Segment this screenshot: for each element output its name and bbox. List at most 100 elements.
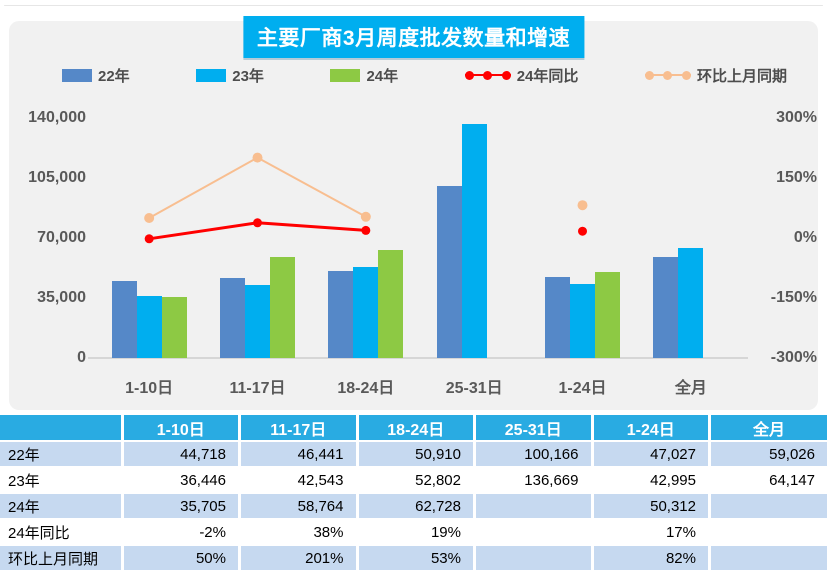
table-cell — [474, 519, 594, 546]
legend-label: 24年同比 — [516, 67, 579, 85]
bar-24年 — [595, 271, 620, 358]
left-axis-tick: 70,000 — [37, 229, 86, 246]
table-cell: 50,910 — [357, 441, 476, 468]
table-row-label: 23年 — [0, 467, 124, 494]
left-axis-tick: 35,000 — [37, 289, 86, 306]
left-axis-tick: 0 — [77, 349, 86, 366]
legend-item-4: 环比上月同期 — [644, 65, 787, 86]
bar-23年 — [245, 285, 270, 358]
bar-23年 — [678, 248, 704, 358]
legend-item-1: 23年 — [196, 65, 264, 86]
table-cell: 46,441 — [239, 441, 359, 468]
table-header-cell: 1-10日 — [122, 415, 241, 442]
table-cell: 36,446 — [122, 467, 241, 494]
top-divider — [4, 5, 823, 6]
x-axis-label: 1-10日 — [125, 380, 174, 397]
table-cell — [474, 545, 594, 572]
legend-swatch-icon — [330, 68, 361, 82]
left-axis-tick: 105,000 — [28, 169, 86, 186]
table-cell: 52,802 — [357, 467, 476, 494]
table-cell — [709, 493, 827, 520]
table-cell: 44,718 — [122, 441, 241, 468]
right-axis-tick: -150% — [770, 289, 817, 306]
table-row: 24年 35,705 58,764 62,728 50,312 — [0, 493, 827, 520]
chart-title: 主要厂商3月周度批发数量和增速 — [242, 16, 585, 58]
table-cell: 201% — [239, 545, 359, 572]
x-axis-line — [88, 357, 748, 359]
table-cell: 64,147 — [709, 467, 827, 494]
table-cell: 47,027 — [592, 441, 711, 468]
table-cell — [474, 493, 594, 520]
legend-line-icon — [644, 70, 691, 80]
table-cell: 42,995 — [592, 467, 711, 494]
data-table: 1-10日 11-17日 18-24日 25-31日 1-24日 全月 22年 44,718… — [0, 415, 827, 572]
table-cell: 62,728 — [357, 493, 476, 520]
table-row-label: 环比上月同期 — [0, 545, 124, 572]
table-row: 24年同比 -2% 38% 19% 17% — [0, 519, 827, 546]
table-header: 1-10日 11-17日 18-24日 25-31日 1-24日 全月 — [0, 415, 827, 442]
bar-24年 — [161, 296, 187, 358]
bar-23年 — [461, 123, 487, 358]
x-axis-label: 18-24日 — [337, 380, 395, 397]
table-cell: 136,669 — [474, 467, 594, 494]
table-cell: 42,543 — [239, 467, 359, 494]
legend-label: 24年 — [366, 67, 399, 85]
table-row: 环比上月同期 50% 201% 53% 82% — [0, 545, 827, 572]
x-axis-label: 25-31日 — [445, 380, 503, 397]
table-header-cell: 18-24日 — [357, 415, 476, 442]
table-cell — [709, 519, 827, 546]
bar-22年 — [220, 278, 245, 358]
table-row: 23年 36,446 42,543 52,802 136,669 42,995 64,147 — [0, 467, 827, 494]
legend-item-3: 24年同比 — [464, 65, 579, 86]
table-cell: 38% — [239, 519, 359, 546]
table-header-cell: 1-24日 — [592, 415, 711, 442]
legend-label: 环比上月同期 — [696, 67, 787, 85]
legend-item-0: 22年 — [62, 65, 130, 86]
bar-22年 — [653, 256, 679, 358]
legend-line-icon — [464, 70, 511, 80]
bar-22年 — [545, 277, 570, 358]
right-axis-tick: 300% — [776, 109, 817, 126]
table-cell: 82% — [592, 545, 711, 572]
legend-label: 23年 — [232, 67, 264, 85]
table-body: 22年 44,718 46,441 50,910 100,166 47,027 59,026… — [0, 441, 827, 572]
table-header-cell: 全月 — [709, 415, 827, 442]
table-cell: 50% — [122, 545, 241, 572]
bar-24年 — [378, 250, 404, 358]
table-cell: 19% — [357, 519, 476, 546]
right-axis-tick: 0% — [793, 229, 817, 246]
legend-label: 22年 — [98, 67, 130, 85]
bar-22年 — [111, 281, 137, 358]
table-cell: 59,026 — [709, 441, 827, 468]
table-header-cell: 11-17日 — [239, 415, 359, 442]
table-row-label: 22年 — [0, 441, 124, 468]
right-axis-tick: -300% — [770, 349, 817, 366]
table-row-label: 24年 — [0, 493, 124, 520]
bar-23年 — [136, 295, 162, 358]
table-cell — [709, 545, 827, 572]
right-axis-tick: 150% — [776, 169, 817, 186]
x-axis-label: 1-24日 — [558, 380, 607, 397]
chart-legend: 22年 23年 24年 24年同比 环比上月同期 — [62, 63, 787, 87]
x-axis-label: 全月 — [674, 380, 707, 397]
legend-item-2: 24年 — [330, 65, 398, 86]
table-header-cell: 25-31日 — [474, 415, 594, 442]
bar-24年 — [270, 257, 295, 358]
bar-23年 — [570, 284, 595, 358]
table-cell: 35,705 — [122, 493, 241, 520]
legend-swatch-icon — [196, 68, 227, 82]
table-row-label: 24年同比 — [0, 519, 124, 546]
table-cell: 100,166 — [474, 441, 594, 468]
table-cell: 58,764 — [239, 493, 359, 520]
x-axis-label: 11-17日 — [229, 380, 286, 397]
bar-22年 — [328, 270, 354, 358]
legend-swatch-icon — [62, 68, 92, 82]
left-axis-tick: 140,000 — [28, 109, 86, 126]
table-cell: 53% — [357, 545, 476, 572]
table-header-cell — [0, 415, 124, 442]
bar-22年 — [436, 186, 462, 358]
table-row: 22年 44,718 46,441 50,910 100,166 47,027 59,026 — [0, 441, 827, 468]
table-cell: 17% — [592, 519, 711, 546]
table-cell: -2% — [122, 519, 241, 546]
bar-23年 — [353, 267, 379, 358]
